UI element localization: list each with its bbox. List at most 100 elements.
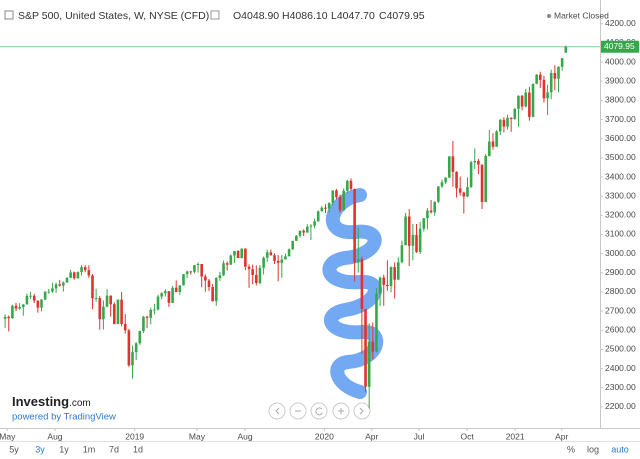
candle-body bbox=[189, 271, 193, 273]
candle-body bbox=[488, 141, 491, 156]
x-tick-label: 2021 bbox=[506, 431, 525, 441]
range-button[interactable]: 1d bbox=[133, 444, 143, 454]
candle-body bbox=[247, 266, 251, 270]
candle-body bbox=[160, 293, 163, 297]
candle-body bbox=[153, 309, 156, 311]
candle-body bbox=[375, 293, 378, 352]
candle-body bbox=[120, 299, 123, 324]
candle-body bbox=[484, 155, 487, 202]
candle-body bbox=[433, 201, 437, 213]
x-tick-label: Apr bbox=[555, 431, 568, 441]
candle-body bbox=[218, 275, 222, 278]
candle-body bbox=[214, 277, 218, 302]
scale-option[interactable]: log bbox=[587, 444, 599, 454]
candle-body bbox=[513, 108, 517, 119]
y-tick-label: 4000.00 bbox=[605, 56, 636, 66]
symbol-icon[interactable] bbox=[4, 10, 14, 20]
candle-body bbox=[25, 295, 29, 305]
candle-body bbox=[491, 141, 495, 147]
candle-body bbox=[36, 300, 40, 308]
candle-body bbox=[251, 269, 254, 275]
last-price-label: 4079.95 bbox=[604, 41, 635, 51]
candle-body bbox=[444, 177, 447, 183]
candle-body bbox=[178, 285, 182, 292]
y-tick-label: 3000.00 bbox=[605, 248, 636, 258]
candle-body bbox=[156, 296, 160, 310]
candle-body bbox=[349, 180, 353, 189]
candle-body bbox=[284, 256, 287, 260]
y-tick-label: 3400.00 bbox=[605, 171, 636, 181]
candle-body bbox=[174, 287, 178, 292]
candle-body bbox=[360, 259, 364, 310]
candle-body bbox=[404, 216, 407, 246]
candle-body bbox=[229, 255, 233, 265]
candle-body bbox=[171, 287, 174, 303]
y-tick-label: 3300.00 bbox=[605, 190, 636, 200]
range-button[interactable]: 7d bbox=[109, 444, 119, 454]
candle-body bbox=[276, 260, 280, 263]
range-button[interactable]: 1m bbox=[83, 444, 96, 454]
range-button[interactable]: 1y bbox=[59, 444, 69, 454]
candle-body bbox=[255, 274, 258, 283]
x-tick-label: Jul bbox=[414, 431, 425, 441]
candle-body bbox=[43, 291, 47, 300]
last-price-badge bbox=[601, 40, 639, 53]
candle-body bbox=[342, 190, 345, 211]
range-button[interactable]: 5y bbox=[9, 444, 19, 454]
compare-icon[interactable] bbox=[210, 10, 220, 20]
candle-body bbox=[18, 307, 21, 309]
scroll-right-button[interactable] bbox=[353, 402, 371, 420]
y-tick-label: 2600.00 bbox=[605, 325, 636, 335]
candle-body bbox=[7, 316, 11, 319]
ohlc-legend: O4048.90 bbox=[233, 10, 279, 22]
scale-option[interactable]: % bbox=[567, 444, 575, 454]
candle-body bbox=[542, 79, 546, 99]
candle-body bbox=[560, 58, 564, 67]
candle-body bbox=[451, 156, 455, 172]
candle-body bbox=[422, 218, 426, 229]
y-tick-label: 2300.00 bbox=[605, 382, 636, 392]
candle-body bbox=[462, 192, 466, 197]
candle-body bbox=[324, 207, 327, 209]
candle-body bbox=[233, 250, 236, 256]
candle-body bbox=[207, 280, 211, 287]
ohlc-legend: H4086.10 bbox=[282, 10, 328, 22]
candle-body bbox=[40, 299, 43, 308]
candle-body bbox=[3, 316, 7, 319]
y-tick-label: 3500.00 bbox=[605, 152, 636, 162]
candle-body bbox=[204, 276, 207, 281]
candle-body bbox=[477, 160, 480, 165]
candle-body bbox=[287, 249, 291, 257]
candle-body bbox=[316, 211, 320, 222]
candle-body bbox=[145, 316, 149, 318]
range-button[interactable]: 3y bbox=[35, 444, 45, 454]
candle-body bbox=[91, 275, 94, 299]
candle-body bbox=[400, 245, 404, 263]
candle-body bbox=[331, 190, 335, 203]
ohlc-value: 4047.70 bbox=[337, 10, 375, 22]
candle-body bbox=[51, 288, 54, 292]
candle-body bbox=[415, 234, 418, 252]
candle-body bbox=[273, 255, 276, 261]
candle-body bbox=[378, 277, 382, 294]
candle-body bbox=[149, 309, 153, 318]
x-tick-label: May bbox=[0, 431, 16, 441]
ohlc-value: 4079.95 bbox=[387, 10, 425, 22]
scroll-left-button[interactable] bbox=[268, 402, 286, 420]
candle-body bbox=[407, 216, 411, 246]
candle-body bbox=[127, 330, 131, 366]
candle-body bbox=[309, 225, 313, 227]
y-tick-label: 3900.00 bbox=[605, 75, 636, 85]
reset-button[interactable] bbox=[310, 402, 328, 420]
candle-body bbox=[466, 186, 469, 197]
candle-body bbox=[546, 92, 549, 99]
candle-body bbox=[411, 234, 415, 246]
y-tick-label: 3800.00 bbox=[605, 95, 636, 105]
candle-body bbox=[335, 190, 338, 198]
scale-option[interactable]: auto bbox=[611, 444, 629, 454]
candle-body bbox=[182, 274, 185, 286]
candle-body bbox=[524, 92, 528, 107]
ohlc-legend: L4047.70 bbox=[331, 10, 375, 22]
candle-body bbox=[386, 284, 389, 287]
